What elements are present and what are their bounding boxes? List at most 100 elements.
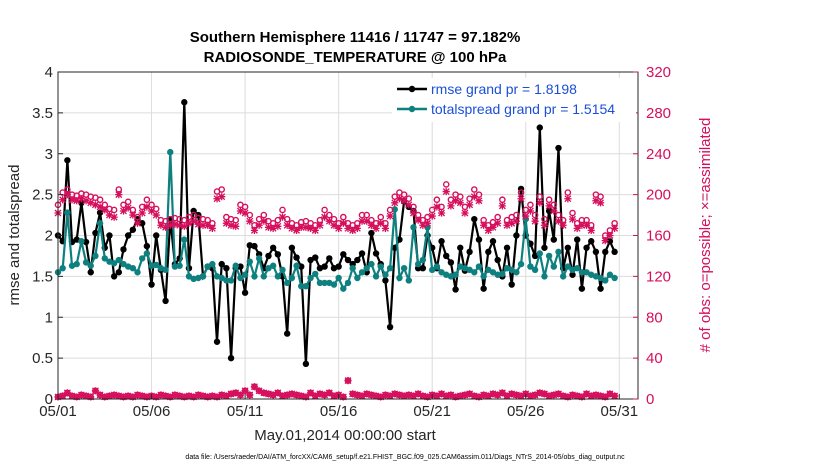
series-point — [499, 270, 506, 278]
obs-assimilated-marker — [381, 391, 390, 399]
obs-assimilated-marker — [292, 391, 301, 399]
obs-possible-marker — [218, 186, 226, 193]
series-point — [368, 260, 375, 268]
obs-assimilated-marker — [372, 224, 380, 232]
obs-assimilated-marker — [227, 221, 235, 229]
x-tick-label: 05/31 — [601, 403, 639, 420]
series-point — [326, 255, 333, 262]
obs-assimilated-marker — [470, 193, 478, 201]
y-tick-label: 2.5 — [32, 187, 53, 204]
obs-assimilated-marker — [442, 392, 450, 400]
y-axis-label: rmse and totalspread — [6, 165, 23, 306]
series-point — [321, 279, 328, 287]
series-point — [354, 274, 361, 282]
obs-assimilated-marker — [115, 191, 123, 199]
obs-assimilated-marker — [321, 391, 329, 399]
obs-assimilated-marker — [522, 390, 530, 398]
series-point — [110, 273, 118, 280]
series-point — [340, 251, 347, 258]
series-point — [414, 260, 422, 268]
series-point — [559, 273, 567, 280]
x-tick-label: 05/16 — [320, 403, 358, 420]
obs-assimilated-marker — [204, 221, 212, 229]
obs-assimilated-marker — [311, 226, 319, 234]
obs-assimilated-marker — [391, 199, 399, 207]
series-point — [344, 279, 352, 287]
series-point — [87, 262, 94, 269]
series-point — [316, 279, 324, 287]
obs-possible-marker — [433, 196, 441, 204]
x-tick-label: 05/21 — [413, 403, 451, 420]
obs-assimilated-marker — [498, 389, 506, 397]
obs-assimilated-marker — [456, 392, 464, 400]
series-point — [167, 148, 174, 156]
obs-assimilated-marker — [236, 391, 245, 399]
obs-possible-marker — [321, 206, 328, 214]
y-tick-label: 4 — [45, 64, 53, 81]
obs-assimilated-marker — [236, 207, 245, 215]
y2-tick-label: 160 — [646, 228, 671, 245]
obs-assimilated-marker — [522, 212, 530, 220]
obs-assimilated-marker — [349, 390, 357, 398]
obs-assimilated-marker — [531, 391, 539, 399]
obs-assimilated-marker — [545, 392, 553, 400]
obs-assimilated-marker — [325, 217, 333, 225]
obs-assimilated-marker — [241, 209, 249, 217]
y-tick-label: 3 — [45, 146, 53, 163]
obs-assimilated-marker — [218, 193, 226, 201]
series-point — [227, 277, 235, 284]
obs-possible-marker — [96, 196, 104, 204]
obs-assimilated-marker — [241, 387, 249, 395]
obs-assimilated-marker — [451, 393, 460, 401]
obs-assimilated-marker — [437, 209, 446, 217]
obs-assimilated-marker — [194, 220, 202, 228]
obs-assimilated-marker — [372, 392, 380, 400]
series-point — [335, 274, 342, 282]
obs-assimilated-marker — [423, 393, 432, 401]
obs-assimilated-marker — [578, 221, 586, 229]
obs-assimilated-marker — [283, 221, 291, 229]
obs-assimilated-marker — [596, 392, 605, 400]
y-tick-label: 3.5 — [32, 105, 53, 122]
series-point — [115, 256, 123, 264]
obs-assimilated-marker — [208, 392, 216, 400]
series-point — [283, 330, 291, 337]
obs-assimilated-marker — [152, 393, 160, 401]
obs-assimilated-marker — [316, 390, 324, 398]
y-tick-label: 0.5 — [32, 350, 53, 367]
obs-assimilated-marker — [82, 197, 90, 205]
series-point — [134, 269, 141, 276]
obs-assimilated-marker — [582, 221, 591, 229]
series-point — [241, 289, 249, 296]
obs-assimilated-marker — [302, 393, 310, 401]
obs-assimilated-marker — [386, 392, 394, 400]
obs-assimilated-marker — [119, 207, 128, 215]
obs-assimilated-marker — [353, 391, 361, 399]
obs-assimilated-marker — [503, 392, 511, 400]
y-tick-label: 0 — [45, 391, 53, 408]
obs-assimilated-marker — [250, 226, 259, 234]
obs-assimilated-marker — [419, 221, 427, 229]
series-point — [279, 266, 286, 274]
series-point — [606, 271, 614, 278]
obs-assimilated-marker — [554, 217, 563, 225]
obs-assimilated-marker — [288, 224, 296, 232]
obs-assimilated-marker — [297, 223, 305, 231]
obs-assimilated-marker — [199, 221, 207, 229]
obs-assimilated-marker — [606, 390, 614, 398]
series-1 — [54, 148, 618, 292]
obs-assimilated-marker — [559, 221, 567, 229]
series-point — [106, 232, 113, 239]
obs-assimilated-marker — [540, 221, 549, 229]
series-point — [555, 144, 562, 152]
series-point — [527, 263, 534, 270]
obs-assimilated-marker — [568, 391, 577, 399]
series-point — [213, 338, 221, 345]
obs-assimilated-marker — [405, 391, 413, 399]
obs-possible-marker — [442, 181, 450, 188]
obs-assimilated-marker — [405, 201, 413, 209]
legend-marker-rmse — [408, 85, 416, 93]
obs-assimilated-marker — [611, 392, 619, 400]
series-point — [592, 248, 600, 256]
x-tick-label: 05/01 — [39, 403, 77, 420]
